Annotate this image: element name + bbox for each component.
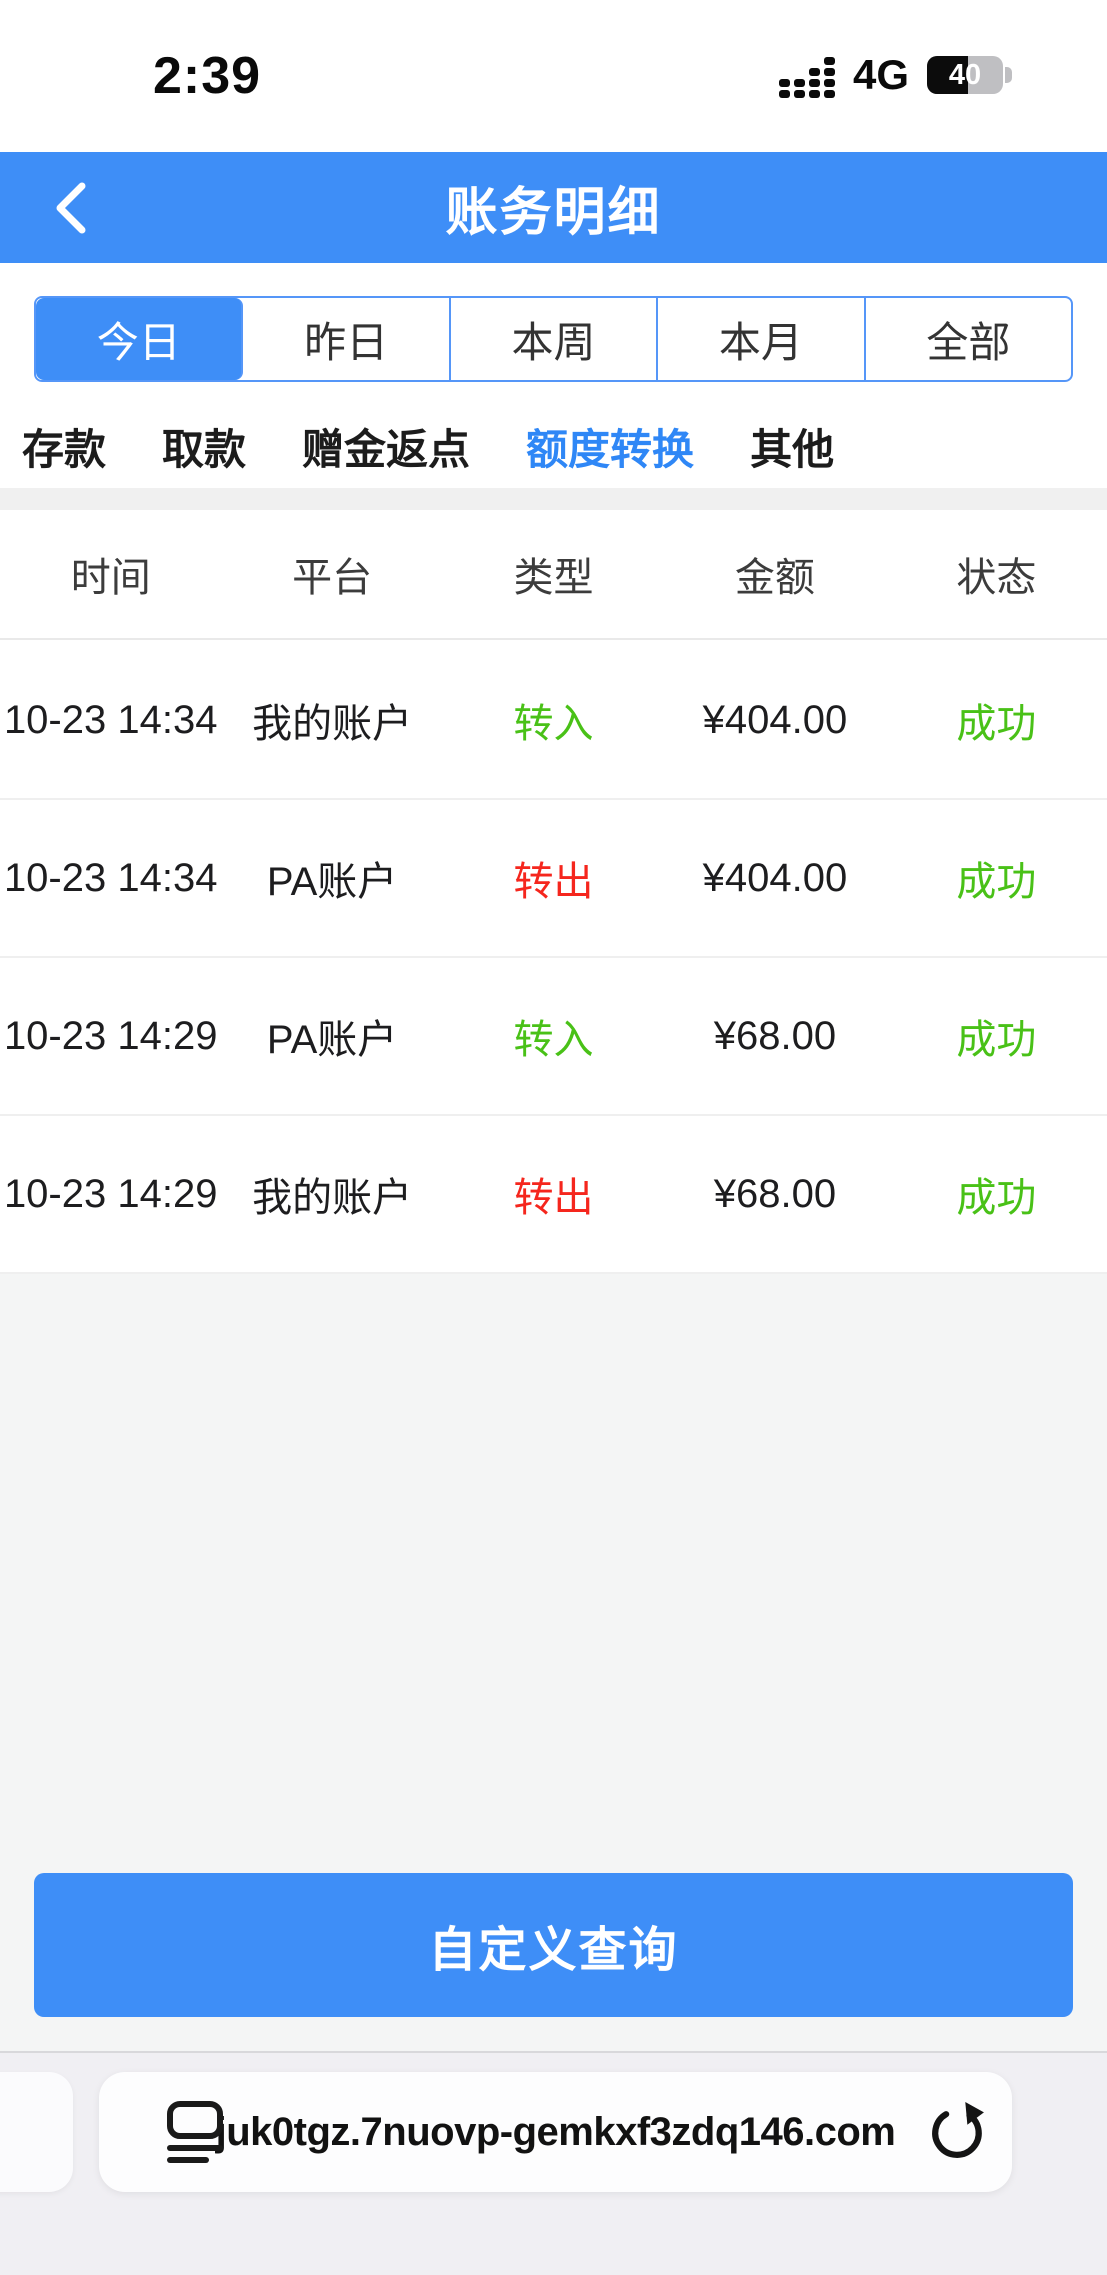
- date-tab[interactable]: 全部: [926, 318, 1011, 366]
- cell-amount: ¥68.00: [713, 1171, 837, 1216]
- cell-platform: 我的账户: [252, 1176, 413, 1220]
- column-header: 类型: [513, 556, 594, 600]
- network-type-label: 4G: [852, 51, 909, 98]
- section-divider: [0, 488, 1107, 510]
- cell-status: 成功: [956, 1018, 1037, 1062]
- cell-type: 转出: [513, 860, 594, 904]
- chevron-left-icon: [56, 182, 86, 233]
- cell-amount: ¥68.00: [713, 1013, 837, 1058]
- filter-tabs: 存款 取款 赠金返点 额度转换 其他: [22, 424, 834, 476]
- battery-percent: 40: [948, 58, 982, 91]
- status-indicators: 4G 40: [778, 51, 1012, 98]
- column-header: 时间: [70, 556, 151, 600]
- column-header: 金额: [734, 556, 815, 600]
- filter-tab[interactable]: 其他: [750, 426, 835, 473]
- table-row: 10-23 14:29 PA账户 转入 ¥68.00 成功: [0, 958, 1107, 1116]
- date-tabs: 今日 昨日 本周 本月 全部: [34, 296, 1073, 382]
- cell-platform: PA账户: [266, 1018, 398, 1062]
- address-bar[interactable]: juk0tgz.7nuovp-gemkxf3zdq146.com: [99, 2072, 1012, 2192]
- filter-tab[interactable]: 取款: [162, 426, 247, 473]
- custom-query-button[interactable]: 自定义查询: [34, 1873, 1073, 2017]
- table-row: 10-23 14:34 我的账户 转入 ¥404.00 成功: [0, 642, 1107, 800]
- filter-tab[interactable]: 赠金返点: [302, 426, 471, 473]
- cell-status: 成功: [956, 702, 1037, 746]
- table-row: 10-23 14:29 我的账户 转出 ¥68.00 成功: [0, 1116, 1107, 1274]
- cellular-signal-icon: [778, 57, 835, 98]
- table-body: 10-23 14:34 我的账户 转入 ¥404.00 成功 10-23 14:…: [0, 642, 1107, 1274]
- date-tab[interactable]: 本月: [658, 298, 866, 380]
- cell-time: 10-23 14:34: [3, 697, 218, 742]
- cell-status: 成功: [956, 1176, 1037, 1220]
- table-row: 10-23 14:34 PA账户 转出 ¥404.00 成功: [0, 800, 1107, 958]
- cell-type: 转出: [513, 1176, 594, 1220]
- cell-status: 成功: [956, 860, 1037, 904]
- browser-bottom-bar: juk0tgz.7nuovp-gemkxf3zdq146.com: [0, 2051, 1107, 2275]
- date-tab[interactable]: 今日: [36, 298, 244, 380]
- table-header-row: 时间 平台 类型 金额 状态: [0, 510, 1107, 640]
- cell-time: 10-23 14:29: [3, 1171, 218, 1216]
- column-header: 平台: [292, 556, 373, 600]
- cell-amount: ¥404.00: [702, 855, 848, 900]
- cell-amount: ¥404.00: [702, 697, 848, 742]
- cell-platform: 我的账户: [252, 702, 413, 746]
- battery-icon: 40: [927, 56, 1012, 94]
- url-text: juk0tgz.7nuovp-gemkxf3zdq146.com: [215, 2109, 896, 2154]
- cell-type: 转入: [513, 702, 594, 746]
- date-tab[interactable]: 本周: [451, 298, 659, 380]
- filter-tab[interactable]: 额度转换: [526, 426, 695, 473]
- page-settings-icon[interactable]: [165, 2099, 231, 2165]
- reload-icon[interactable]: [928, 2102, 986, 2160]
- cell-platform: PA账户: [266, 860, 398, 904]
- column-header: 状态: [956, 556, 1037, 600]
- status-bar: 2:39 4G 40: [0, 0, 1107, 152]
- filter-tab[interactable]: 存款: [22, 426, 107, 473]
- back-button[interactable]: [26, 152, 116, 263]
- cell-time: 10-23 14:34: [3, 855, 218, 900]
- status-time: 2:39: [153, 47, 262, 105]
- battery-nub: [1005, 67, 1012, 83]
- cell-time: 10-23 14:29: [3, 1013, 218, 1058]
- page-title: 账务明细: [445, 184, 662, 242]
- date-tab[interactable]: 昨日: [243, 298, 451, 380]
- app-header: 账务明细: [0, 152, 1107, 263]
- adjacent-tab-peek[interactable]: [0, 2072, 73, 2192]
- battery-fill: [927, 56, 968, 94]
- cell-type: 转入: [513, 1018, 594, 1062]
